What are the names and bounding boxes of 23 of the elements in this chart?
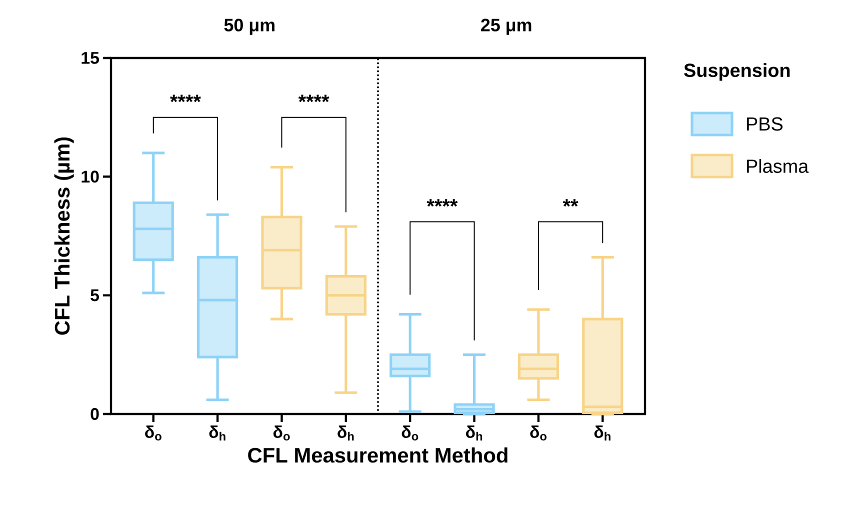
- x-tick-label: δ$_{h}$: [209, 426, 226, 440]
- text: 25 μm: [481, 18, 532, 35]
- y-tick-label: 10: [82, 170, 99, 183]
- y-axis-title: CFL Thickness (µm): [54, 137, 74, 335]
- legend-label: Plasma: [747, 159, 809, 173]
- x-tick-label: δ$_{o}$: [402, 426, 418, 440]
- text: 50 μm: [224, 18, 274, 35]
- x-tick-label: δ$_{h}$: [338, 426, 354, 440]
- x-tick-label: δ$_{o}$: [145, 426, 162, 440]
- annotation: ****: [170, 94, 201, 102]
- annotation: ****: [426, 199, 458, 207]
- x-tick-label: δ$_{o}$: [530, 426, 547, 440]
- x-tick-label: δ$_{h}$: [594, 426, 610, 440]
- legend-label: PBS: [747, 117, 783, 131]
- y-tick-label: 0: [90, 408, 99, 420]
- y-tick-label: 15: [82, 52, 100, 64]
- x-axis-title: CFL Measurement Method: [248, 447, 508, 463]
- annotation: ****: [298, 94, 330, 102]
- y-tick-label: 5: [90, 289, 100, 302]
- x-tick-label: δ$_{o}$: [273, 426, 290, 440]
- legend-title: Suspension: [684, 63, 790, 81]
- x-tick-label: δ$_{h}$: [466, 426, 482, 440]
- annotation: **: [562, 199, 578, 207]
